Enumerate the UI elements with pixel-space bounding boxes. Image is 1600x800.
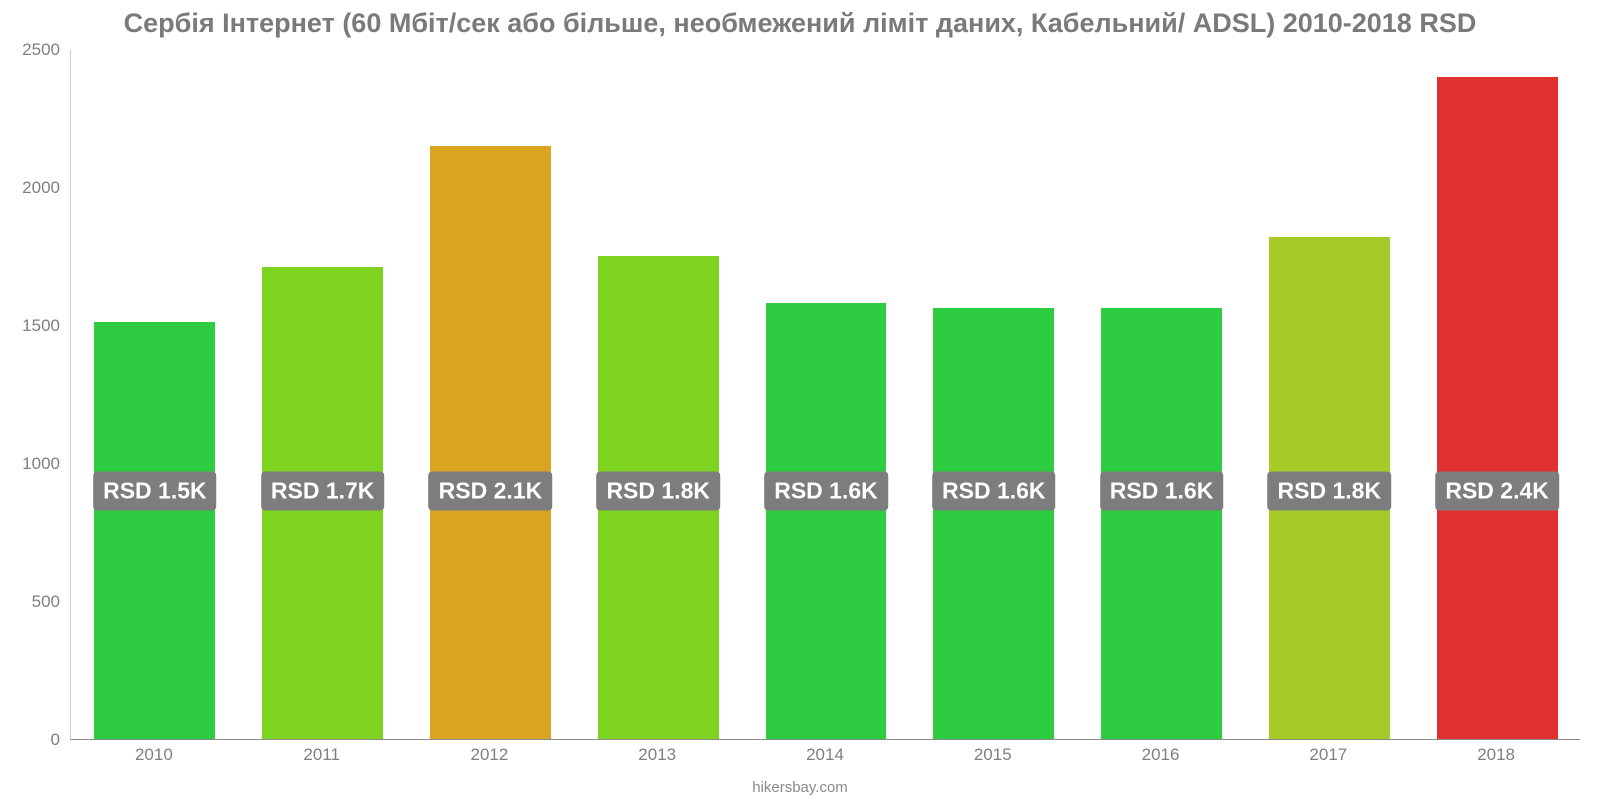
bar (766, 303, 887, 739)
x-tick-label: 2013 (638, 745, 676, 765)
bar (94, 322, 215, 739)
bar (1437, 77, 1558, 739)
y-tick-label: 0 (51, 730, 60, 750)
bar-value-label: RSD 2.4K (1435, 471, 1559, 510)
bar (1101, 308, 1222, 739)
bar-value-label: RSD 1.7K (261, 471, 385, 510)
x-tick-label: 2014 (806, 745, 844, 765)
y-tick-label: 500 (32, 592, 60, 612)
bar-value-label: RSD 1.6K (764, 471, 888, 510)
x-tick-label: 2018 (1477, 745, 1515, 765)
bar-value-label: RSD 1.6K (932, 471, 1056, 510)
bar-value-label: RSD 1.8K (1268, 471, 1392, 510)
y-tick-label: 2500 (22, 40, 60, 60)
y-tick-label: 1000 (22, 454, 60, 474)
bar (430, 146, 551, 739)
x-tick-label: 2010 (135, 745, 173, 765)
bar-value-label: RSD 2.1K (429, 471, 553, 510)
x-tick-label: 2012 (471, 745, 509, 765)
x-tick-label: 2011 (303, 745, 340, 765)
y-tick-label: 2000 (22, 178, 60, 198)
x-tick-label: 2015 (974, 745, 1012, 765)
bar-value-label: RSD 1.6K (1100, 471, 1224, 510)
x-tick-label: 2017 (1309, 745, 1347, 765)
chart-title: Сербія Інтернет (60 Мбіт/сек або більше,… (0, 8, 1600, 39)
bar (933, 308, 1054, 739)
y-tick-label: 1500 (22, 316, 60, 336)
source-label: hikersbay.com (0, 779, 1600, 796)
bar-value-label: RSD 1.8K (596, 471, 720, 510)
x-tick-label: 2016 (1142, 745, 1180, 765)
bar-value-label: RSD 1.5K (93, 471, 217, 510)
plot-area: RSD 1.5K RSD 1.7K RSD 2.1K RSD 1.8K RSD 1.6K… (70, 50, 1580, 740)
